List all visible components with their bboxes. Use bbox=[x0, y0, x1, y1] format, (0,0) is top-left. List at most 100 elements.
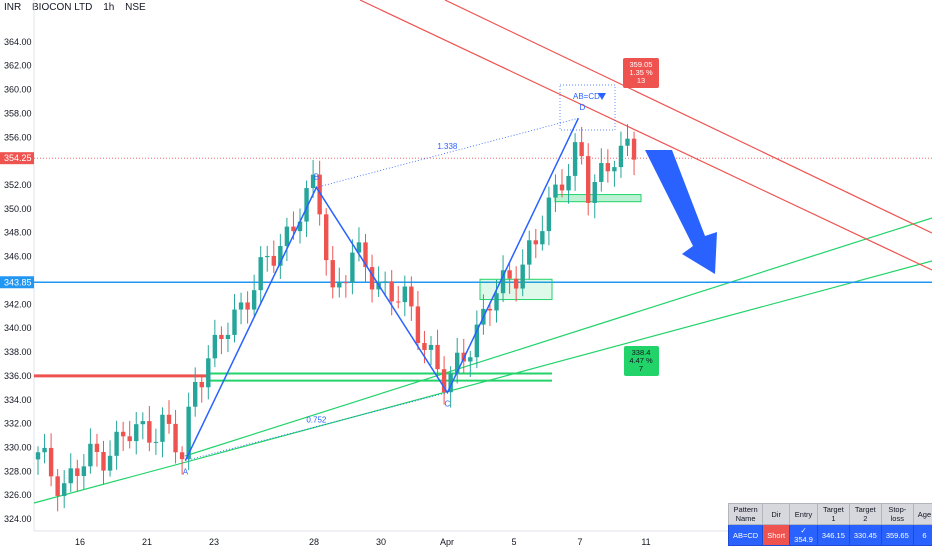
cell-entry: ✓ 354.9 bbox=[789, 524, 818, 546]
ratio-label-bd: 1.338 bbox=[437, 142, 458, 151]
x-tick-label: 28 bbox=[309, 537, 319, 547]
candle-body bbox=[625, 138, 630, 146]
x-tick-label: 21 bbox=[142, 537, 152, 547]
stop-loss-box bbox=[623, 58, 659, 88]
candle-body bbox=[455, 352, 460, 374]
candle-body bbox=[35, 452, 41, 460]
x-tick-label: Apr bbox=[440, 537, 454, 547]
col-entry: Entry bbox=[789, 503, 818, 525]
col-pattern-name: Pattern Name bbox=[727, 503, 764, 525]
candle-body bbox=[572, 142, 578, 176]
chart-header: INR BIOCON LTD 1h NSE bbox=[4, 2, 154, 13]
y-tick-label: 346.00 bbox=[4, 252, 32, 262]
candle-body bbox=[468, 357, 473, 362]
candle-body bbox=[212, 334, 218, 359]
col-age: Age bbox=[912, 503, 932, 525]
candle-body bbox=[409, 286, 414, 307]
candle-body bbox=[500, 270, 506, 294]
candle-body bbox=[75, 468, 80, 476]
candle-body bbox=[48, 447, 54, 477]
table-row: AB=CD Short ✓ 354.9 346.15 330.45 359.65… bbox=[727, 524, 932, 546]
y-tick-label: 358.00 bbox=[4, 108, 32, 118]
target-text: 338.4 bbox=[632, 348, 651, 357]
candle-body bbox=[389, 281, 394, 302]
candle-body bbox=[350, 252, 355, 283]
candle-body bbox=[415, 306, 421, 344]
cell-target-2: 330.45 bbox=[848, 524, 882, 546]
candle-body bbox=[284, 226, 290, 246]
symbol-name[interactable]: BIOCON LTD bbox=[32, 2, 93, 13]
pattern-point-label: B bbox=[314, 172, 319, 181]
col-dir: Dir bbox=[762, 503, 791, 525]
candle-body bbox=[42, 447, 47, 453]
candle-body bbox=[559, 184, 565, 191]
candle-body bbox=[219, 334, 224, 339]
x-tick-label: 30 bbox=[376, 537, 386, 547]
candle-body bbox=[245, 302, 250, 310]
candle-body bbox=[599, 163, 604, 182]
candle-body bbox=[402, 286, 407, 303]
candle-body bbox=[592, 181, 597, 203]
y-tick-label: 332.00 bbox=[4, 419, 32, 429]
candle-body bbox=[363, 242, 368, 268]
candle-body bbox=[186, 406, 191, 460]
candle-body bbox=[94, 443, 100, 452]
x-tick-label: 11 bbox=[641, 537, 650, 547]
candle-body bbox=[193, 381, 198, 407]
ratio-line-ac bbox=[185, 392, 448, 461]
y-tick-label: 342.00 bbox=[4, 299, 32, 309]
candle-body bbox=[494, 293, 499, 311]
price-axis-label: 354.25 bbox=[4, 153, 32, 163]
cell-pattern-name: AB=CD bbox=[727, 524, 764, 546]
y-tick-label: 326.00 bbox=[4, 490, 32, 500]
candle-body bbox=[173, 423, 178, 453]
candle-body bbox=[62, 483, 67, 496]
price-axis-label-bg bbox=[0, 276, 34, 289]
target-box bbox=[624, 346, 659, 376]
candle-body bbox=[160, 414, 165, 442]
candle-body bbox=[55, 476, 60, 496]
y-tick-label: 362.00 bbox=[4, 61, 32, 71]
col-target-2: Target 2 bbox=[848, 503, 882, 525]
candle-body bbox=[238, 302, 244, 310]
support-trendline-lower bbox=[33, 260, 932, 504]
candle-body bbox=[271, 255, 276, 266]
candle-body bbox=[382, 281, 388, 283]
candle-body bbox=[330, 260, 335, 288]
candle-body bbox=[428, 344, 434, 350]
col-target-1: Target 1 bbox=[816, 503, 850, 525]
candle-body bbox=[206, 358, 211, 388]
y-tick-label: 360.00 bbox=[4, 85, 32, 95]
candle-body bbox=[310, 174, 316, 189]
currency-label: INR bbox=[4, 2, 22, 13]
ratio-line-bd bbox=[316, 117, 579, 188]
candle-body bbox=[441, 369, 447, 393]
projection-arrow-icon bbox=[645, 150, 717, 274]
candle-body bbox=[232, 309, 237, 335]
ratio-label-ac: 0.752 bbox=[306, 416, 327, 425]
pattern-point-label: D bbox=[579, 103, 585, 112]
x-tick-label: 7 bbox=[577, 537, 582, 547]
resistance-trendline-upper bbox=[444, 0, 932, 234]
candle-body bbox=[258, 257, 263, 291]
candle-body bbox=[579, 142, 584, 157]
candle-body bbox=[369, 267, 375, 290]
candle-body bbox=[297, 221, 303, 232]
stop-loss-text: 1.35 % bbox=[629, 68, 653, 77]
target-text: 4.47 % bbox=[629, 356, 653, 365]
candle-body bbox=[540, 231, 545, 245]
candle-body bbox=[88, 443, 93, 467]
candle-body bbox=[566, 175, 571, 191]
cell-target-1: 346.15 bbox=[816, 524, 850, 546]
interval-label[interactable]: 1h bbox=[103, 2, 115, 13]
candle-body bbox=[199, 381, 204, 388]
down-triangle-icon bbox=[598, 93, 606, 100]
candle-body bbox=[107, 455, 113, 471]
y-tick-label: 348.00 bbox=[4, 228, 32, 238]
stop-loss-text: 359.05 bbox=[630, 60, 653, 69]
candle-body bbox=[166, 414, 172, 424]
stop-loss-text: 13 bbox=[637, 76, 645, 85]
candle-body bbox=[520, 264, 525, 289]
pattern-stats-table: Pattern Name Dir Entry Target 1 Target 2… bbox=[727, 503, 932, 546]
